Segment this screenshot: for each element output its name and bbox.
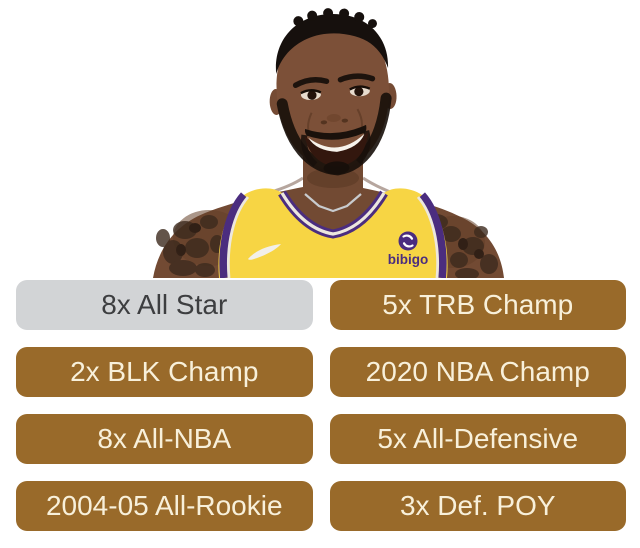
- badge-def-poy[interactable]: 3x Def. POY: [329, 481, 626, 531]
- bibigo-logo: bibigo: [388, 231, 429, 267]
- player-jersey: bibigo: [218, 188, 448, 278]
- chain-necklace: [304, 193, 362, 213]
- badge-trb-champ[interactable]: 5x TRB Champ: [329, 280, 626, 330]
- bibigo-label: bibigo: [388, 252, 429, 267]
- hair: [275, 8, 389, 74]
- smile: [304, 131, 369, 167]
- badge-all-star[interactable]: 8x All Star: [16, 280, 313, 330]
- player-photo-area: bibigo: [153, 8, 504, 278]
- eyes: [300, 85, 371, 100]
- player-head: [269, 8, 397, 176]
- player-headshot-image: bibigo: [153, 8, 504, 278]
- badge-all-rookie[interactable]: 2004-05 All-Rookie: [16, 481, 313, 531]
- achievement-badge-grid: 8x All Star 5x TRB Champ 2x BLK Champ 20…: [0, 278, 640, 531]
- badge-nba-champ[interactable]: 2020 NBA Champ: [329, 347, 626, 397]
- badge-blk-champ[interactable]: 2x BLK Champ: [16, 347, 313, 397]
- badge-all-defensive[interactable]: 5x All-Defensive: [329, 414, 626, 464]
- nike-swoosh-icon: [248, 244, 281, 260]
- badge-all-nba[interactable]: 8x All-NBA: [16, 414, 313, 464]
